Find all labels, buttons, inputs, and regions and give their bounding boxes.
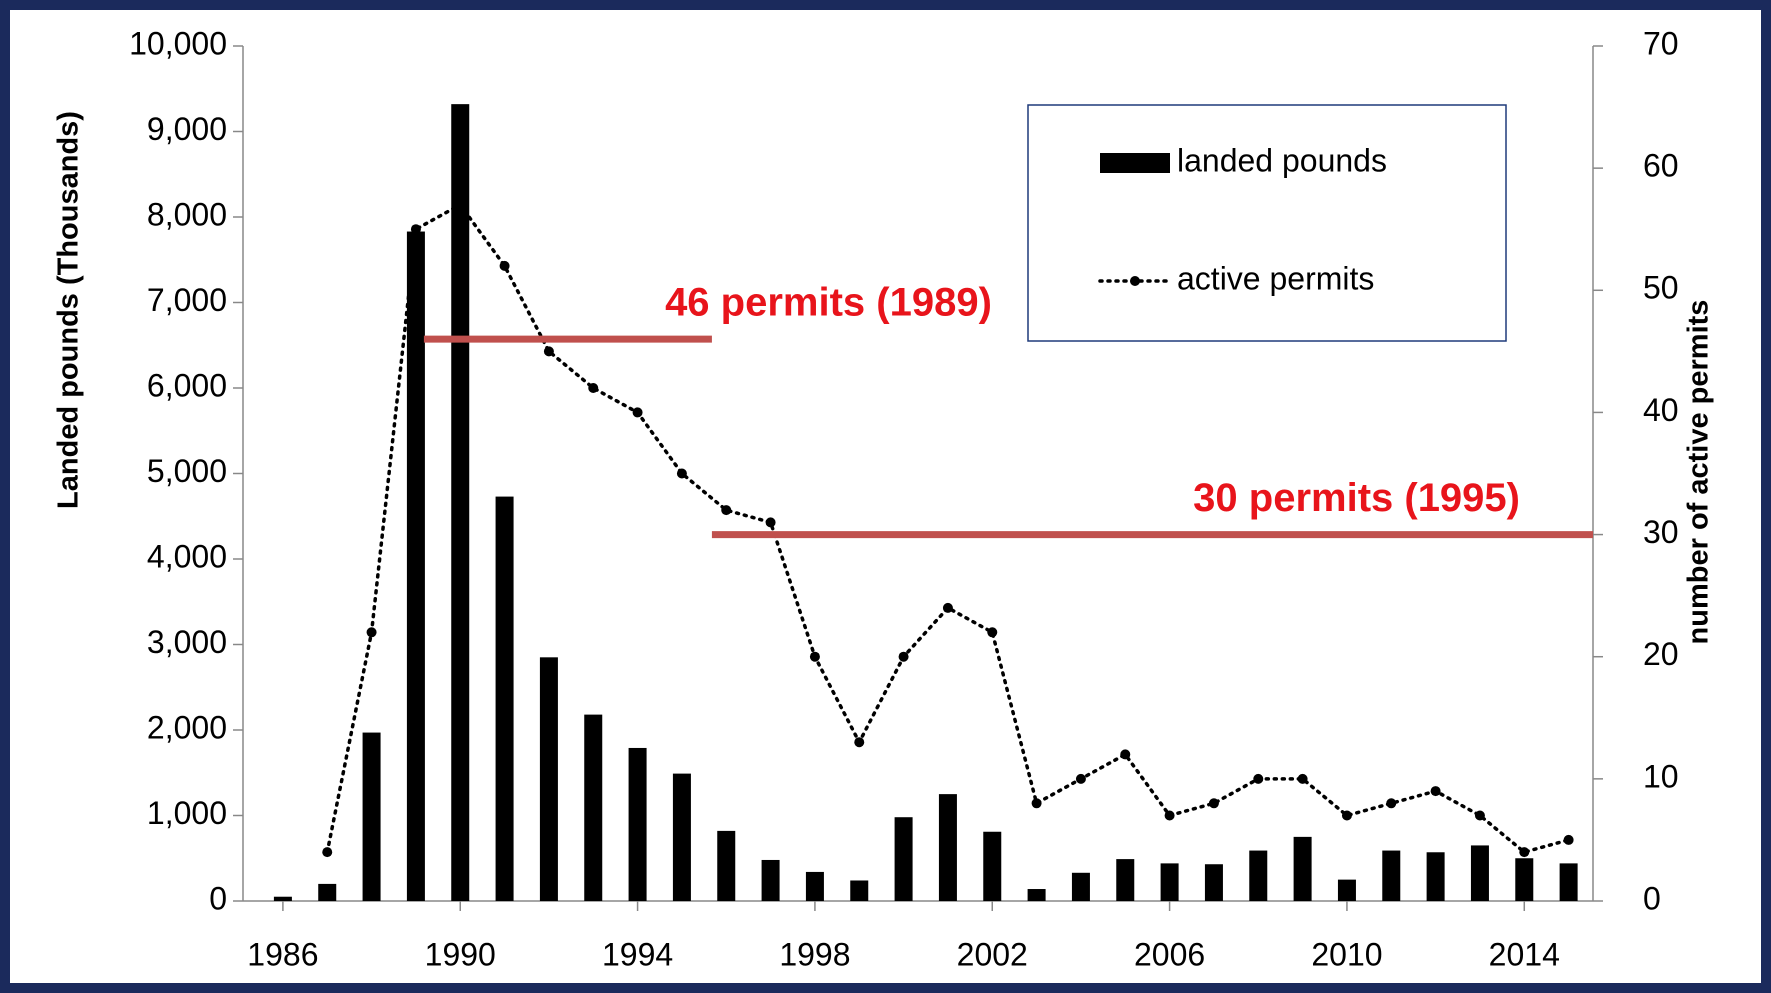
legend-swatch-point: [1130, 276, 1140, 286]
y2-axis-title: number of active permits: [1683, 300, 1715, 645]
y2-tick-label: 40: [1643, 392, 1679, 428]
y-tick-label: 0: [209, 880, 227, 916]
line-point: [1164, 810, 1175, 821]
y-tick-label: 5,000: [147, 453, 227, 489]
line-point: [942, 602, 953, 613]
line-point: [1297, 773, 1308, 784]
annotation-text: 46 permits (1989): [665, 281, 992, 325]
y2-tick-label: 20: [1643, 636, 1679, 672]
y2-tick-label: 30: [1643, 514, 1679, 550]
y-tick-label: 2,000: [147, 709, 227, 745]
x-tick-label: 2002: [957, 936, 1028, 972]
bar: [938, 794, 957, 901]
legend-label: active permits: [1177, 260, 1374, 296]
bar: [1559, 863, 1578, 901]
line-point: [455, 199, 466, 210]
y-axis-title: Landed pounds (Thousands): [53, 111, 85, 509]
line-point: [1341, 810, 1352, 821]
bar: [805, 871, 824, 901]
line-point: [765, 517, 776, 528]
line-point: [987, 627, 998, 638]
line-point: [1031, 798, 1042, 809]
x-tick-label: 2010: [1311, 936, 1382, 972]
y-tick-label: 7,000: [147, 282, 227, 318]
line-point: [410, 224, 421, 235]
line-point: [1430, 786, 1441, 797]
line-point: [1519, 847, 1530, 858]
line-point: [366, 627, 377, 638]
line-point: [499, 260, 510, 271]
y-tick-label: 6,000: [147, 367, 227, 403]
line-point: [898, 651, 909, 662]
line-point: [1386, 798, 1397, 809]
legend-box: [1027, 104, 1507, 342]
bar: [1426, 852, 1445, 901]
y-tick-label: 4,000: [147, 538, 227, 574]
y2-tick-label: 50: [1643, 270, 1679, 306]
line-point: [1563, 834, 1574, 845]
y2-tick-label: 60: [1643, 148, 1679, 184]
bar: [1249, 850, 1268, 901]
bar: [495, 496, 514, 901]
y-tick-label: 1,000: [147, 795, 227, 831]
line-point: [543, 346, 554, 357]
legend-swatch: [1100, 153, 1170, 173]
x-tick-label: 2006: [1134, 936, 1205, 972]
bar: [362, 732, 381, 901]
bar: [628, 747, 647, 901]
bar: [1204, 864, 1223, 901]
legend-label: landed pounds: [1177, 142, 1387, 178]
line-point: [676, 468, 687, 479]
y2-tick-label: 70: [1643, 25, 1679, 61]
bar: [1515, 858, 1534, 901]
bar: [451, 104, 470, 901]
bar: [539, 657, 558, 901]
x-tick-label: 1986: [247, 936, 318, 972]
line-point: [1474, 810, 1485, 821]
bar: [894, 817, 913, 901]
line-point: [809, 651, 820, 662]
line-point: [322, 847, 333, 858]
x-tick-label: 1994: [602, 936, 673, 972]
bar: [1293, 836, 1312, 901]
bar: [273, 896, 292, 901]
y-tick-label: 8,000: [147, 196, 227, 232]
line-point: [588, 383, 599, 393]
annotation-text: 30 permits (1995): [1193, 476, 1520, 520]
bar: [1337, 879, 1356, 901]
line-point: [854, 737, 865, 748]
bar: [672, 773, 691, 901]
y2-tick-label: 10: [1643, 758, 1679, 794]
bar: [318, 883, 337, 901]
bar: [983, 831, 1002, 901]
bar: [850, 880, 869, 901]
bar: [406, 231, 425, 901]
line-point: [1208, 798, 1219, 809]
y-tick-label: 10,000: [129, 25, 227, 61]
y-tick-label: 3,000: [147, 624, 227, 660]
line-point: [1253, 773, 1264, 784]
bar: [761, 859, 780, 901]
line-point: [632, 407, 643, 418]
x-tick-label: 2014: [1489, 936, 1560, 972]
bar: [1071, 872, 1090, 901]
line-point: [721, 505, 732, 516]
y2-tick-label: 0: [1643, 880, 1661, 916]
x-tick-label: 1998: [779, 936, 850, 972]
bar: [584, 714, 603, 901]
x-tick-label: 1990: [425, 936, 496, 972]
bar: [717, 830, 736, 901]
bar: [1160, 863, 1179, 901]
line-point: [1075, 773, 1086, 784]
bar: [1027, 889, 1046, 901]
y-tick-label: 9,000: [147, 111, 227, 147]
bar: [1470, 845, 1489, 901]
bar: [1116, 859, 1135, 901]
line-point: [1120, 749, 1131, 760]
bar: [1382, 850, 1401, 901]
